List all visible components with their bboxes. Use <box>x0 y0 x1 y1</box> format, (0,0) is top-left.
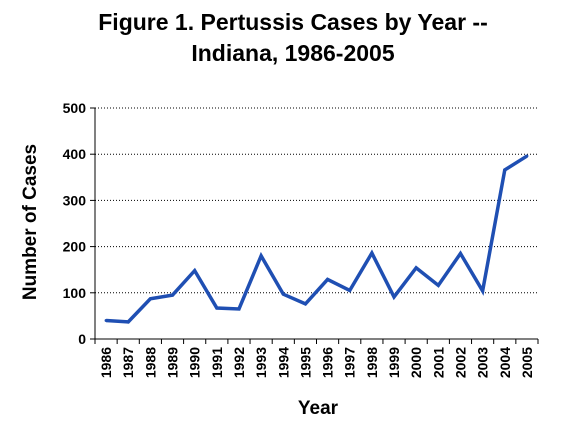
x-tick-label-2005: 2005 <box>519 347 535 378</box>
chart-title-line-1: Figure 1. Pertussis Cases by Year -- <box>98 9 487 35</box>
data-point-1986 <box>104 319 108 323</box>
gridlines <box>95 107 538 294</box>
x-tick-label-2001: 2001 <box>430 347 446 378</box>
x-axis-label: Year <box>298 398 339 419</box>
x-tick-label-1986: 1986 <box>98 347 114 378</box>
x-tick-label-1991: 1991 <box>209 347 225 378</box>
x-tick-label-1992: 1992 <box>231 347 247 378</box>
x-tick-label-1993: 1993 <box>253 347 269 378</box>
data-point-2002 <box>458 252 462 256</box>
data-point-1999 <box>392 295 396 299</box>
axes <box>90 107 539 344</box>
y-tick-labels: 0 100 200 300 400 500 <box>63 100 87 347</box>
data-point-1991 <box>215 306 219 310</box>
data-point-1997 <box>348 288 352 292</box>
series-layer <box>104 154 529 324</box>
chart-title-line-2: Indiana, 1986-2005 <box>191 40 394 66</box>
data-point-1995 <box>303 302 307 306</box>
x-tick-label-2003: 2003 <box>475 347 491 378</box>
data-point-2004 <box>503 168 507 172</box>
x-tick-label-1994: 1994 <box>275 347 291 378</box>
y-axis-label: Number of Cases <box>20 144 41 300</box>
y-tick-label-0: 0 <box>78 331 86 347</box>
x-tick-label-1988: 1988 <box>142 347 158 378</box>
y-tick-label-100: 100 <box>63 285 87 301</box>
x-tick-label-1990: 1990 <box>187 347 203 378</box>
x-tick-label-1987: 1987 <box>120 347 136 378</box>
y-tick-label-300: 300 <box>63 192 87 208</box>
data-point-1996 <box>326 277 330 281</box>
x-tick-label-2004: 2004 <box>497 347 513 378</box>
y-tick-label-500: 500 <box>63 100 87 116</box>
data-point-1998 <box>370 251 374 255</box>
y-tick-label-400: 400 <box>63 146 87 162</box>
data-point-1989 <box>171 293 175 297</box>
x-tick-labels: 1986 1987 1988 1989 1990 1991 1992 1993 1994 1995… <box>98 347 535 378</box>
data-point-2003 <box>481 289 485 293</box>
x-tick-label-1995: 1995 <box>297 347 313 378</box>
x-tick-label-2002: 2002 <box>452 347 468 378</box>
data-point-1987 <box>126 320 130 324</box>
x-tick-label-1999: 1999 <box>386 347 402 378</box>
x-tick-label-1989: 1989 <box>165 347 181 378</box>
data-point-1992 <box>237 307 241 311</box>
data-point-1990 <box>193 269 197 273</box>
data-point-2000 <box>414 266 418 270</box>
y-tick-label-200: 200 <box>63 239 87 255</box>
x-tick-label-2000: 2000 <box>408 347 424 378</box>
data-point-1994 <box>281 292 285 296</box>
data-point-2005 <box>525 154 529 158</box>
x-tick-label-1998: 1998 <box>364 347 380 378</box>
data-point-1988 <box>148 297 152 301</box>
data-point-1993 <box>259 254 263 258</box>
x-tick-label-1996: 1996 <box>320 347 336 378</box>
data-point-2001 <box>436 283 440 287</box>
x-tick-label-1997: 1997 <box>342 347 358 378</box>
series-line-0 <box>105 154 528 324</box>
